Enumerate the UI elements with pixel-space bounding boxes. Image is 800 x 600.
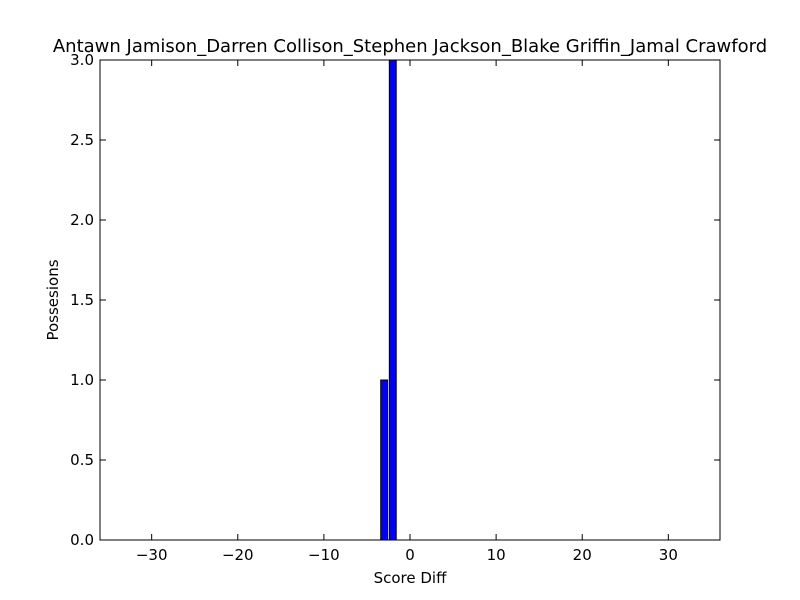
x-tick-label: 20 — [573, 546, 592, 564]
x-tick-label: −30 — [136, 546, 168, 564]
y-tick-label: 0.5 — [70, 451, 94, 469]
y-axis-label: Possesions — [44, 259, 62, 340]
chart-title: Antawn Jamison_Darren Collison_Stephen J… — [53, 36, 767, 57]
y-tick-label: 2.0 — [70, 211, 94, 229]
x-tick-label: 0 — [405, 546, 415, 564]
x-tick-label: −20 — [222, 546, 254, 564]
x-tick-label: 10 — [487, 546, 506, 564]
x-axis-label: Score Diff — [374, 569, 447, 587]
bar--2 — [388, 59, 397, 541]
y-tick-label: 2.5 — [70, 131, 94, 149]
x-tick-label: 30 — [659, 546, 678, 564]
ticks-group: −30 −20 −10 0 10 20 30 0.0 0.5 1.0 1.5 2.0 2.5 3.0 — [70, 51, 720, 564]
y-tick-label: 0.0 — [70, 531, 94, 549]
x-tick-label: −10 — [308, 546, 340, 564]
bars-group — [380, 59, 397, 541]
y-tick-label: 3.0 — [70, 51, 94, 69]
bar--3 — [380, 379, 389, 541]
y-tick-label: 1.0 — [70, 371, 94, 389]
plot-frame — [99, 59, 721, 541]
y-tick-label: 1.5 — [70, 291, 94, 309]
